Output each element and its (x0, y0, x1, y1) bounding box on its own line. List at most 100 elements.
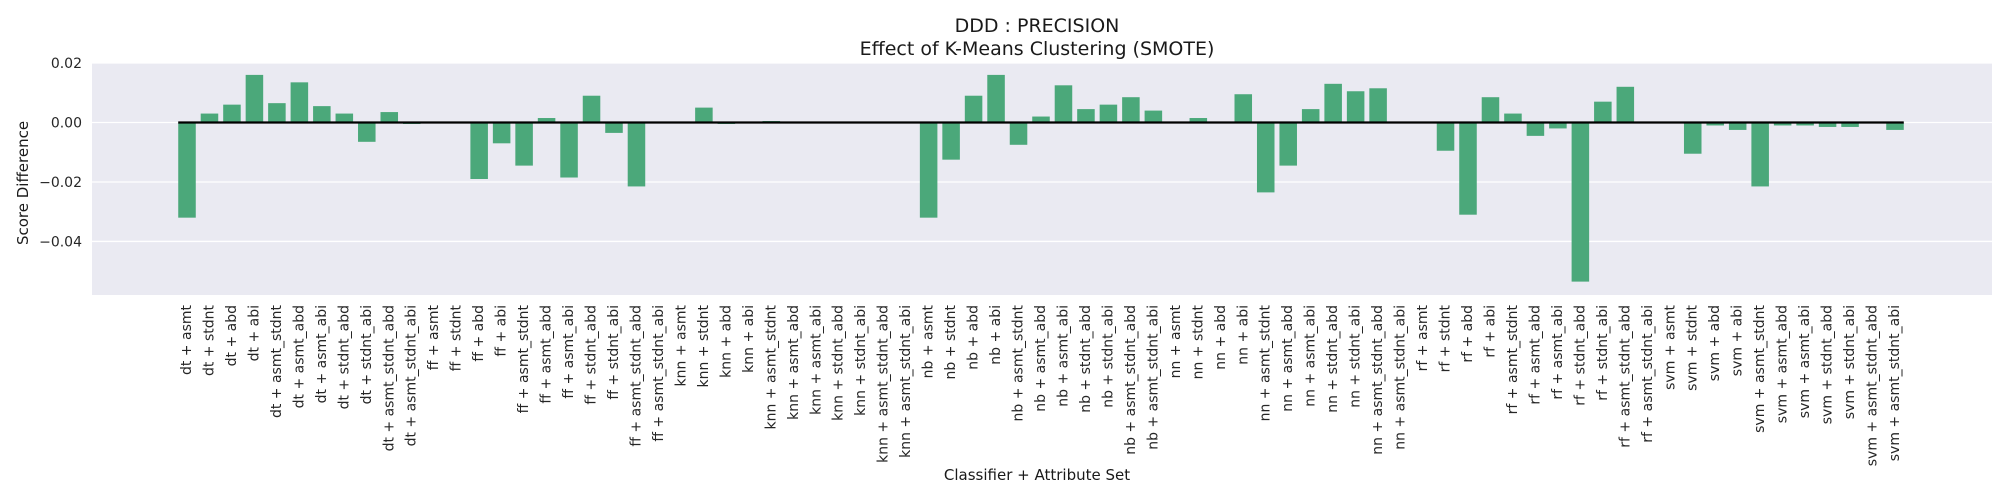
bar (1077, 109, 1095, 123)
x-tick-label: svm + asmt_stdnt_abd (1865, 305, 1881, 466)
bar (1728, 122, 1747, 130)
bar (582, 95, 601, 123)
x-tick-label: nb + asmt (921, 304, 937, 378)
x-tick-label: knn + asmt_stdnt_abi (898, 305, 914, 458)
x-tick-label: ff + asmt_stdnt_abd (628, 305, 644, 447)
bar (1436, 122, 1455, 151)
bar (1256, 122, 1275, 193)
x-tick-label: knn + stdnt_abi (853, 305, 869, 416)
x-tick-label: nb + asmt_stdnt (1011, 305, 1027, 422)
x-tick-label: knn + stdnt_abd (831, 305, 847, 421)
x-tick-label: rf + asmt_stdnt_abi (1640, 305, 1656, 443)
x-axis-label: Classifier + Attribute Set (944, 466, 1130, 484)
x-tick-label: svm + asmt (1662, 305, 1678, 390)
x-tick-label: rf + asmt (1415, 305, 1431, 372)
x-tick-label: ff + asmt_stdnt (516, 304, 532, 413)
bar (335, 113, 354, 123)
bar (695, 107, 713, 123)
bar (1773, 122, 1792, 126)
x-tick-label: nb + stdnt (943, 305, 959, 380)
x-tick-label: svm + asmt_abd (1775, 305, 1791, 423)
x-tick-label: ff + stdnt_abd (584, 305, 600, 405)
x-tick-label: ff + asmt_abi (561, 305, 577, 399)
x-tick-label: nb + stdnt_abd (1078, 305, 1094, 413)
x-tick-label: rf + asmt_abd (1527, 305, 1543, 405)
x-tick-label: dt + asmt_abi (314, 305, 330, 403)
y-tick-label: −0.02 (39, 175, 82, 191)
bar (1189, 118, 1208, 123)
x-tick-label: nb + asmt_abd (1033, 305, 1049, 412)
bar (1818, 122, 1837, 127)
bar (1796, 122, 1814, 126)
bar (1459, 122, 1477, 215)
x-tick-label: dt + stdnt_abd (336, 305, 352, 409)
bar (1616, 86, 1635, 123)
x-tick-label: ff + stdnt_abi (606, 305, 622, 400)
x-tick-label: nn + stdnt_abd (1325, 305, 1341, 413)
x-tick-label: dt + asmt (179, 304, 195, 375)
x-tick-label: dt + asmt_abd (291, 305, 307, 408)
bar (1279, 122, 1297, 166)
x-tick-label: ff + abi (494, 305, 510, 357)
bar (290, 82, 309, 123)
bar (1683, 122, 1702, 154)
x-tick-label: dt + asmt_stdnt (269, 304, 285, 418)
x-tick-label: dt + stdnt_abi (359, 305, 375, 404)
bar (537, 118, 556, 123)
bar (1841, 122, 1859, 127)
x-tick-label: dt + abd (224, 305, 240, 366)
x-tick-label: nn + asmt_abd (1280, 305, 1296, 412)
bar (1481, 97, 1500, 123)
x-tick-label: knn + asmt_abi (808, 305, 824, 415)
x-tick-label: nn + stdnt (1190, 305, 1206, 380)
x-tick-label: knn + asmt (673, 304, 689, 386)
x-tick-label: nb + asmt_stdnt_abi (1145, 305, 1161, 450)
x-tick-label: knn + abi (741, 305, 757, 373)
x-tick-label: rf + abd (1460, 305, 1476, 363)
bar (1009, 122, 1028, 145)
x-tick-label: nn + asmt_stdnt (1258, 305, 1274, 422)
bar (1054, 85, 1073, 123)
x-tick-label: nn + abi (1235, 305, 1251, 365)
bar (358, 122, 376, 142)
bar (1369, 88, 1387, 123)
x-tick-label: knn + asmt_stdnt_abd (876, 305, 892, 463)
bar (1301, 109, 1320, 123)
x-tick-label: ff + asmt (426, 304, 442, 370)
bar (1099, 104, 1118, 123)
bar (964, 95, 983, 123)
x-tick-label: knn + asmt_stdnt (763, 305, 779, 430)
x-tick-label: rf + asmt_abi (1550, 305, 1566, 400)
x-tick-label: ff + asmt_stdnt_abi (651, 305, 667, 442)
x-tick-label: ff + stdnt (449, 304, 465, 371)
x-tick-label: nn + asmt_stdnt_abd (1370, 305, 1386, 455)
bar (470, 122, 488, 179)
x-tick-label: svm + abi (1730, 305, 1746, 376)
x-tick-label: nn + asmt_stdnt_abi (1393, 305, 1409, 450)
bar (200, 113, 219, 123)
x-tick-label: nb + asmt_stdnt_abd (1123, 305, 1139, 455)
bar (919, 122, 938, 218)
x-tick-label: svm + stdnt_abd (1820, 305, 1836, 424)
x-tick-label: svm + stdnt_abi (1842, 305, 1858, 419)
x-tick-label: svm + abd (1707, 305, 1723, 381)
chart-title: DDD : PRECISION (955, 15, 1120, 37)
bar (987, 74, 1005, 123)
bar (380, 112, 399, 123)
x-tick-label: nn + asmt_abi (1303, 305, 1319, 407)
bar (492, 122, 511, 144)
x-tick-label: nb + abi (988, 305, 1004, 365)
bar (1504, 113, 1522, 123)
y-tick-label: 0.02 (51, 56, 82, 72)
x-tick-label: svm + stdnt (1685, 305, 1701, 391)
bar (1324, 83, 1342, 123)
bar (1234, 94, 1253, 123)
bar (1751, 122, 1769, 187)
bar (1346, 91, 1365, 123)
plot-background (92, 63, 1992, 295)
x-tick-label: dt + asmt_stdnt_abi (404, 305, 420, 446)
bar (560, 122, 578, 178)
x-tick-label: rf + asmt_stdnt_abd (1617, 305, 1633, 448)
x-tick-label: rf + stdnt (1438, 305, 1454, 373)
